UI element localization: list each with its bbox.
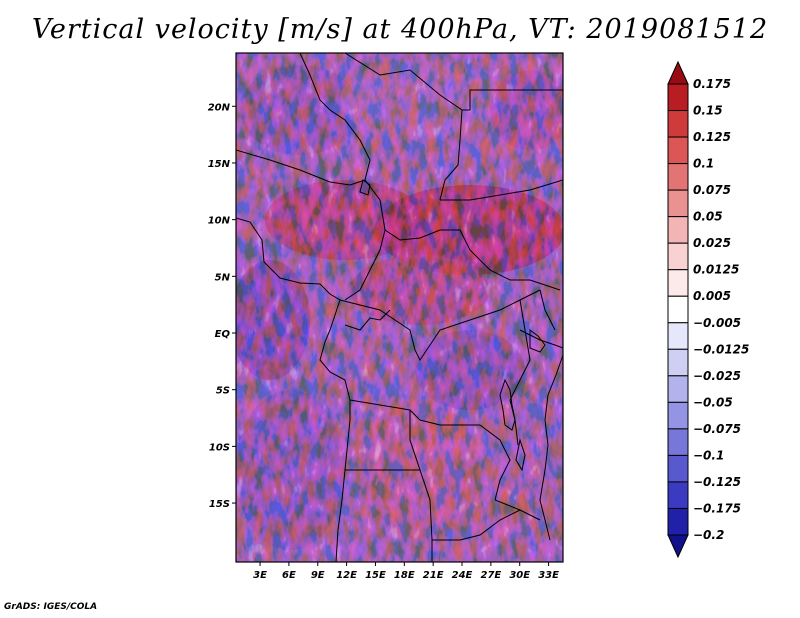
colorbar-swatch [667, 83, 689, 112]
lat-tick-label: 5S [216, 386, 230, 397]
velocity-field [236, 53, 563, 562]
colorbar-swatch [667, 348, 689, 377]
colorbar-swatch [667, 454, 689, 483]
colorbar-swatch [667, 189, 689, 218]
colorbar-label: 0.1 [693, 157, 714, 171]
colorbar-label: 0.05 [693, 210, 723, 224]
lat-tick-label: EQ [215, 329, 231, 340]
lon-tick-label: 33E [538, 570, 559, 581]
colorbar-swatch [667, 507, 689, 536]
lon-tick-label: 27E [480, 570, 501, 581]
colorbar-swatch [667, 428, 689, 456]
country-borders [236, 53, 563, 562]
lon-tick-label: 15E [365, 570, 386, 581]
colorbar-label: −0.1 [693, 448, 724, 462]
colorbar-label: 0.175 [693, 77, 731, 91]
colorbar-label: 0.0125 [693, 263, 739, 277]
colorbar-label: −0.125 [693, 475, 741, 489]
colorbar-swatch [667, 242, 689, 271]
colorbar-swatch [667, 110, 689, 138]
lat-tick-label: 20N [208, 102, 231, 113]
colorbar-label: 0.075 [693, 183, 731, 197]
colorbar-label: 0.15 [693, 104, 723, 118]
colorbar-label: 0.005 [693, 289, 731, 303]
lat-tick-label: 15S [209, 499, 230, 510]
colorbar-label: −0.025 [693, 369, 741, 383]
colorbar-swatch [667, 60, 689, 85]
lon-tick-label: 21E [423, 570, 444, 581]
lon-tick-label: 3E [253, 570, 267, 581]
colorbar-label: −0.0125 [693, 342, 749, 356]
colorbar-label: 0.125 [693, 130, 731, 144]
lon-tick-label: 24E [452, 570, 473, 581]
lon-tick-label: 18E [394, 570, 415, 581]
lat-tick-label: 10N [208, 216, 231, 227]
colorbar-swatch [667, 269, 689, 297]
colorbar-swatch [667, 375, 689, 403]
colorbar-swatch [667, 401, 689, 430]
colorbar-label: −0.2 [693, 528, 724, 542]
lon-tick-label: 9E [311, 570, 325, 581]
chart-title: Vertical velocity [m/s] at 400hPa, VT: 2… [31, 14, 769, 45]
colorbar: 0.175 0.15 0.125 0.1 0.075 0.05 0.025 0.0125 0.0… [667, 60, 749, 559]
lon-tick-label: 6E [282, 570, 296, 581]
lon-tick-label: 12E [336, 570, 357, 581]
colorbar-swatch [667, 295, 689, 324]
colorbar-swatch [667, 216, 689, 244]
longitude-axis: 3E 6E 9E 12E 15E 18E 21E 24E 27E 30E 33E [253, 562, 559, 581]
colorbar-swatch [667, 481, 689, 509]
lon-tick-label: 30E [509, 570, 530, 581]
colorbar-swatch [667, 136, 689, 165]
colorbar-label: 0.025 [693, 236, 731, 250]
colorbar-label: −0.175 [693, 501, 741, 515]
colorbar-label: −0.075 [693, 422, 741, 436]
colorbar-label: −0.005 [693, 316, 741, 330]
footer-credit: GrADS: IGES/COLA [4, 602, 98, 612]
map-frame [235, 52, 564, 563]
lat-tick-label: 15N [208, 159, 231, 170]
latitude-axis: 20N 15N 10N 5N EQ 5S 10S 15S [208, 102, 236, 510]
colorbar-label: −0.05 [693, 395, 733, 409]
lat-tick-label: 5N [215, 272, 231, 283]
colorbar-swatch [667, 163, 689, 191]
colorbar-swatch [667, 322, 689, 350]
colorbar-swatch [667, 534, 689, 559]
lat-tick-label: 10S [209, 442, 230, 453]
